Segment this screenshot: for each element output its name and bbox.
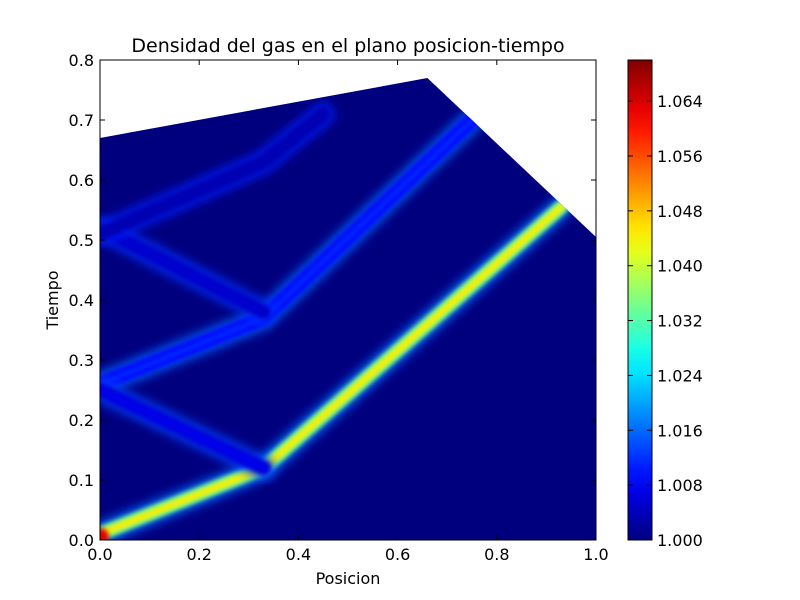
y-tick-label: 0.0 bbox=[69, 531, 94, 550]
colorbar-tick-label: 1.032 bbox=[657, 312, 703, 331]
x-tick-label: 0.6 bbox=[385, 545, 410, 564]
y-tick-label: 0.5 bbox=[69, 231, 94, 250]
colorbar-tick-label: 1.040 bbox=[657, 257, 703, 276]
colorbar-tick-label: 1.016 bbox=[657, 421, 703, 440]
y-axis-label: Tiempo bbox=[43, 270, 62, 330]
density-ridge bbox=[100, 103, 335, 245]
y-tick-label: 0.6 bbox=[69, 171, 94, 190]
colorbar-tick-label: 1.024 bbox=[657, 366, 703, 385]
colorbar-tick-label: 1.064 bbox=[657, 92, 703, 111]
density-peak bbox=[100, 528, 109, 540]
density-ridge bbox=[100, 379, 275, 479]
y-tick-label: 0.3 bbox=[69, 351, 94, 370]
x-tick-label: 0.8 bbox=[484, 545, 509, 564]
y-tick-label: 0.2 bbox=[69, 411, 94, 430]
y-tick-label: 0.4 bbox=[69, 291, 94, 310]
colorbar-tick-label: 1.008 bbox=[657, 476, 703, 495]
y-tick-label: 0.7 bbox=[69, 111, 94, 130]
x-tick-label: 1.0 bbox=[583, 545, 608, 564]
colorbar-tick-label: 1.056 bbox=[657, 147, 703, 166]
colorbar-tick-label: 1.048 bbox=[657, 202, 703, 221]
x-tick-label: 0.2 bbox=[186, 545, 211, 564]
colorbar-gradient bbox=[627, 59, 653, 541]
chart-title: Densidad del gas en el plano posicion-ti… bbox=[131, 35, 564, 57]
y-tick-label: 0.8 bbox=[69, 51, 94, 70]
x-tick-label: 0.0 bbox=[87, 545, 112, 564]
colorbar: 1.000 1.008 1.016 1.024 1.032 1.040 1.048 1.056… bbox=[627, 59, 703, 550]
x-axis-label: Posicion bbox=[316, 569, 381, 588]
x-tick-label: 0.4 bbox=[286, 545, 311, 564]
density-field bbox=[100, 78, 596, 540]
density-ridge bbox=[100, 217, 275, 323]
plot-area bbox=[100, 78, 596, 540]
colorbar-tick-label: 1.000 bbox=[657, 531, 703, 550]
y-tick-label: 0.1 bbox=[69, 471, 94, 490]
